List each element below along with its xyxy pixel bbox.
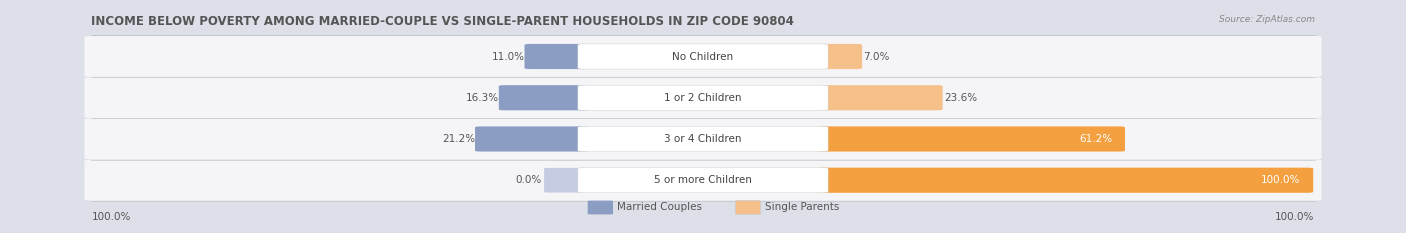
Text: 5 or more Children: 5 or more Children bbox=[654, 175, 752, 185]
Text: 61.2%: 61.2% bbox=[1080, 134, 1112, 144]
Text: 7.0%: 7.0% bbox=[863, 51, 890, 62]
Text: 0.0%: 0.0% bbox=[515, 175, 541, 185]
Text: Source: ZipAtlas.com: Source: ZipAtlas.com bbox=[1219, 15, 1315, 24]
Text: 100.0%: 100.0% bbox=[91, 212, 131, 222]
FancyBboxPatch shape bbox=[817, 85, 942, 110]
FancyBboxPatch shape bbox=[499, 85, 589, 110]
FancyBboxPatch shape bbox=[588, 201, 613, 214]
FancyBboxPatch shape bbox=[524, 44, 589, 69]
Text: INCOME BELOW POVERTY AMONG MARRIED-COUPLE VS SINGLE-PARENT HOUSEHOLDS IN ZIP COD: INCOME BELOW POVERTY AMONG MARRIED-COUPL… bbox=[91, 15, 794, 28]
FancyBboxPatch shape bbox=[544, 168, 588, 192]
Text: 21.2%: 21.2% bbox=[441, 134, 475, 144]
FancyBboxPatch shape bbox=[578, 126, 828, 152]
Text: Single Parents: Single Parents bbox=[765, 202, 839, 212]
FancyBboxPatch shape bbox=[817, 126, 1125, 152]
FancyBboxPatch shape bbox=[578, 44, 828, 69]
FancyBboxPatch shape bbox=[817, 168, 1313, 193]
Text: Married Couples: Married Couples bbox=[617, 202, 702, 212]
Text: 100.0%: 100.0% bbox=[1275, 212, 1315, 222]
FancyBboxPatch shape bbox=[735, 201, 761, 214]
Text: 23.6%: 23.6% bbox=[943, 93, 977, 103]
FancyBboxPatch shape bbox=[817, 44, 862, 69]
FancyBboxPatch shape bbox=[84, 119, 1322, 159]
FancyBboxPatch shape bbox=[475, 126, 589, 152]
FancyBboxPatch shape bbox=[84, 77, 1322, 118]
Text: 100.0%: 100.0% bbox=[1261, 175, 1301, 185]
Text: No Children: No Children bbox=[672, 51, 734, 62]
FancyBboxPatch shape bbox=[84, 36, 1322, 77]
Text: 3 or 4 Children: 3 or 4 Children bbox=[664, 134, 742, 144]
FancyBboxPatch shape bbox=[578, 168, 828, 193]
Text: 16.3%: 16.3% bbox=[465, 93, 499, 103]
FancyBboxPatch shape bbox=[578, 85, 828, 110]
FancyBboxPatch shape bbox=[84, 160, 1322, 201]
Text: 11.0%: 11.0% bbox=[492, 51, 524, 62]
Text: 1 or 2 Children: 1 or 2 Children bbox=[664, 93, 742, 103]
